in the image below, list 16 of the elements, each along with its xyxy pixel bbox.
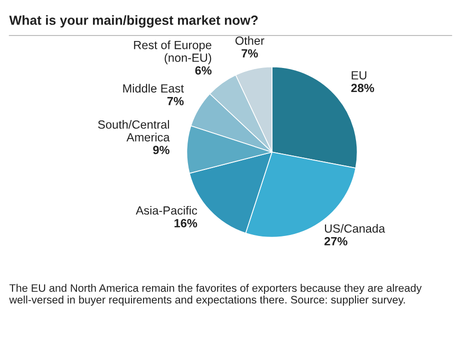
slice-label: South/Central America (98, 120, 170, 142)
data-label: 27% (324, 237, 348, 246)
data-label: 16% (174, 219, 198, 228)
data-label: 6% (195, 66, 212, 75)
data-label: 9% (153, 146, 170, 154)
data-label: 28% (351, 84, 374, 92)
slice-label: Rest of Europe (non-EU) (134, 40, 212, 64)
data-label: 7% (167, 96, 184, 106)
chart-title: What is your main/biggest market now? (9, 15, 258, 28)
text: The EU and North America remain the favorites of exporters because they are already well-versed in buyer requirements and expectations there. Source: supplier survey. (9, 284, 422, 306)
slice-label: Other (235, 36, 264, 45)
slice-label: Middle East (123, 84, 184, 93)
slice-label: EU (352, 71, 366, 80)
slice-label: US/Canada (324, 224, 386, 233)
slice-label: Asia-Pacific (136, 206, 198, 215)
data-label: 7% (242, 49, 258, 58)
